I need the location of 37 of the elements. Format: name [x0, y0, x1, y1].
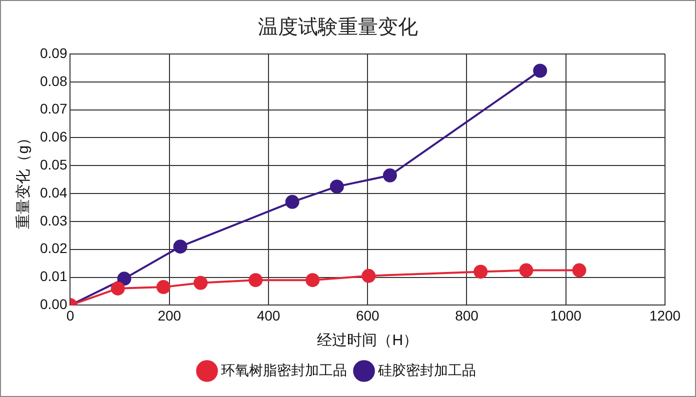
point	[362, 268, 376, 283]
x-tick-label: 200	[158, 307, 182, 324]
x-tick-label: 600	[356, 307, 380, 324]
y-tick-label: 0.00	[40, 296, 68, 312]
point	[306, 273, 320, 288]
point	[533, 64, 548, 78]
point	[156, 280, 170, 294]
point	[285, 194, 300, 209]
point	[173, 240, 188, 254]
y-tick-label: 0.09	[40, 44, 68, 61]
point	[194, 276, 208, 290]
legend-label: 硅胶密封加工品	[377, 362, 476, 378]
point	[330, 180, 344, 194]
chart-title: 温度试験重量变化	[258, 16, 418, 39]
point	[110, 281, 125, 296]
point	[382, 168, 397, 182]
x-tick-label: 400	[256, 307, 280, 324]
x-tick-label: 0	[66, 307, 74, 324]
y-tick-label: 0.05	[40, 156, 68, 173]
x-axis-title: 经过时间（H）	[317, 332, 418, 350]
x-tick-label: 800	[455, 307, 479, 324]
y-tick-label: 0.04	[40, 184, 68, 200]
point	[117, 272, 132, 286]
x-tick-label: 1200	[649, 307, 681, 324]
legend-label: 环氧树脂密封加工品	[221, 362, 347, 378]
x-tick-label: 1000	[550, 307, 582, 324]
point	[248, 273, 263, 288]
y-tick-label: 0.01	[40, 268, 68, 284]
y-tick-label: 0.06	[40, 128, 68, 145]
y-tick-label: 0.07	[40, 100, 68, 117]
point	[572, 263, 586, 278]
point	[474, 264, 488, 279]
y-tick-label: 0.02	[40, 240, 68, 256]
y-tick-label: 0.03	[40, 212, 68, 228]
y-axis-title: 重量变化（g）	[15, 130, 32, 229]
point	[519, 263, 534, 278]
y-tick-label: 0.08	[40, 72, 68, 89]
